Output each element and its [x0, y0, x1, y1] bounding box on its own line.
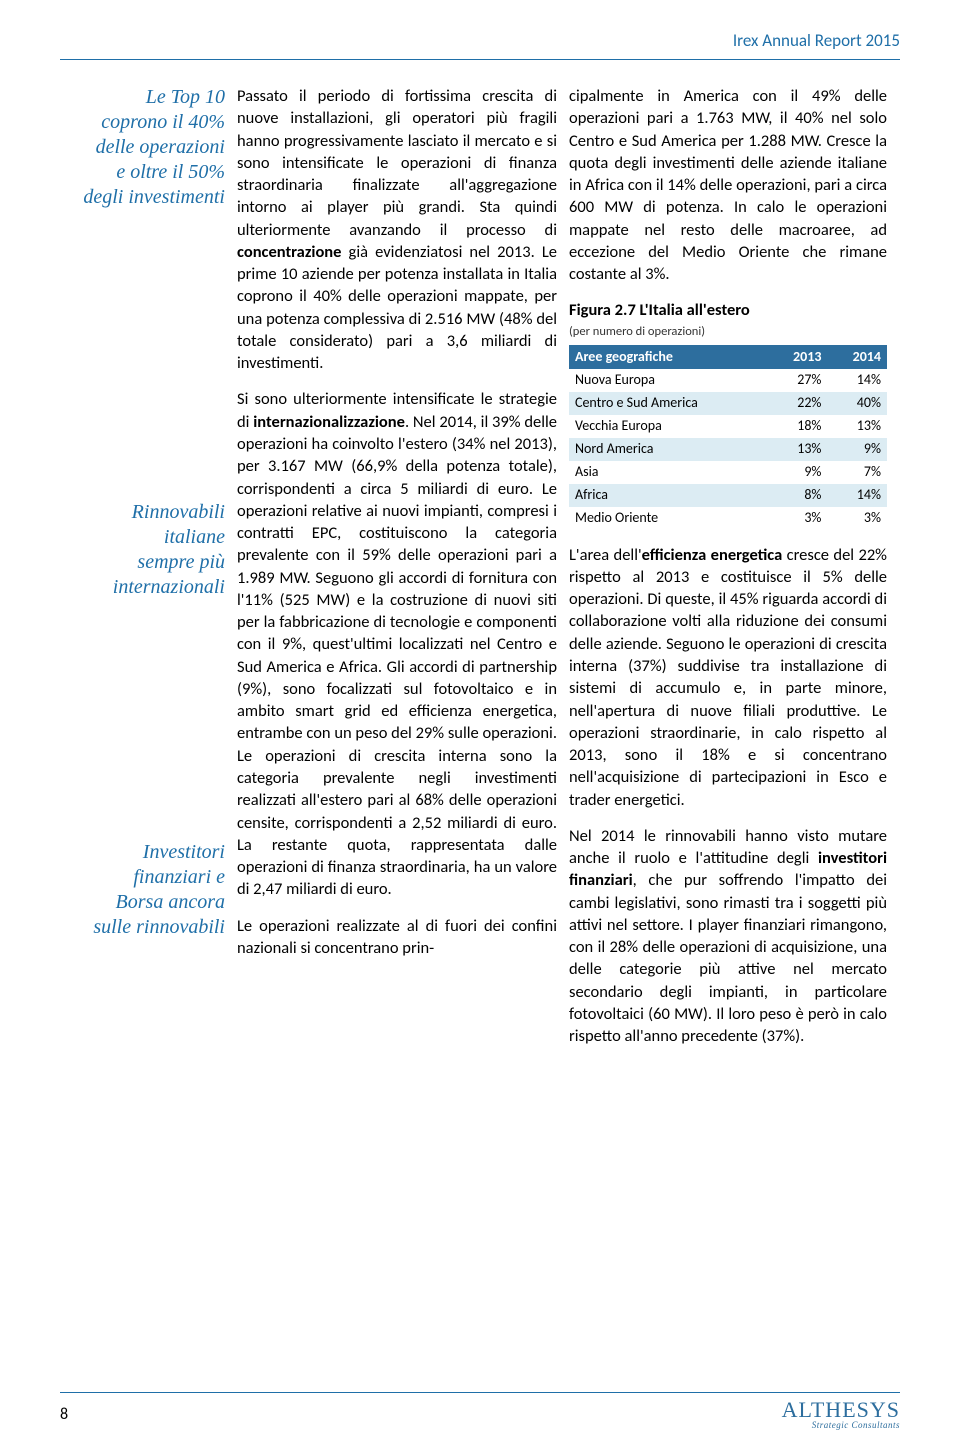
pq2-l2: italiane — [164, 526, 225, 548]
logo-main-text: ALTHESYS — [782, 1399, 900, 1421]
mid-p2c: . Nel 2014, il 39% delle operazioni ha c… — [237, 412, 557, 900]
logo-sub-text: Strategic Consultants — [782, 1421, 900, 1430]
cell-v14: 14% — [827, 484, 887, 507]
mid-para-2: Si sono ulteriormente intensificate le s… — [237, 388, 557, 900]
cell-v14: 7% — [827, 461, 887, 484]
pullquote-1: Le Top 10 coprono il 40% delle operazion… — [60, 85, 225, 210]
table-row: Nuova Europa27%14% — [569, 369, 887, 392]
table-title: Figura 2.7 L'Italia all'estero — [569, 299, 887, 321]
cell-v14: 3% — [827, 507, 887, 530]
right-para-2: L'area dell'efficienza energetica cresce… — [569, 544, 887, 811]
cell-v14: 40% — [827, 392, 887, 415]
cell-area: Medio Oriente — [569, 507, 768, 530]
pq3-l1: Investitori — [143, 841, 225, 863]
cell-v14: 14% — [827, 369, 887, 392]
cell-v13: 9% — [768, 461, 828, 484]
table-row: Asia9%7% — [569, 461, 887, 484]
pq3-l3: Borsa ancora — [116, 891, 225, 913]
cell-v13: 13% — [768, 438, 828, 461]
th-area: Aree geografiche — [569, 345, 768, 370]
th-2013: 2013 — [768, 345, 828, 370]
r-p2c: cresce del 22% rispetto al 2013 e costit… — [569, 545, 887, 810]
table-row: Centro e Sud America22%40% — [569, 392, 887, 415]
cell-v13: 3% — [768, 507, 828, 530]
pq3-l2: finanziari e — [133, 866, 225, 888]
cell-v13: 8% — [768, 484, 828, 507]
page-number: 8 — [60, 1405, 68, 1424]
pq1-l4: e oltre il 50% — [116, 161, 225, 183]
table-row: Medio Oriente3%3% — [569, 507, 887, 530]
footer-rule — [60, 1392, 900, 1393]
right-column: cipalmente in America con il 49% delle o… — [569, 85, 887, 1048]
th-2014: 2014 — [827, 345, 887, 370]
middle-column: Passato il periodo di fortissima crescit… — [237, 85, 557, 1048]
cell-area: Africa — [569, 484, 768, 507]
cell-area: Asia — [569, 461, 768, 484]
pq1-l5: degli investimenti — [83, 186, 225, 208]
cell-v14: 13% — [827, 415, 887, 438]
pq2-l1: Rinnovabili — [132, 501, 225, 523]
pq1-l1: Le Top 10 — [146, 86, 225, 108]
pullquote-2: Rinnovabili italiane sempre più internaz… — [60, 500, 225, 600]
table-header-row: Aree geografiche 2013 2014 — [569, 345, 887, 370]
cell-v13: 22% — [768, 392, 828, 415]
cell-v14: 9% — [827, 438, 887, 461]
pullquote-3: Investitori finanziari e Borsa ancora su… — [60, 840, 225, 940]
mid-p1b: concentrazione — [237, 242, 341, 262]
page-columns: Le Top 10 coprono il 40% delle operazion… — [60, 85, 900, 1048]
header-rule — [60, 59, 900, 60]
cell-area: Nord America — [569, 438, 768, 461]
pq2-l4: internazionali — [113, 576, 225, 598]
geo-table: Aree geografiche 2013 2014 Nuova Europa2… — [569, 345, 887, 530]
table-row: Vecchia Europa18%13% — [569, 415, 887, 438]
table-row: Africa8%14% — [569, 484, 887, 507]
mid-para-3: Le operazioni realizzate al di fuori dei… — [237, 915, 557, 960]
left-column: Le Top 10 coprono il 40% delle operazion… — [60, 85, 225, 1048]
pq1-l2: coprono il 40% — [101, 111, 225, 133]
r-p2a: L'area dell' — [569, 545, 642, 565]
table-subtitle: (per numero di operazioni) — [569, 324, 887, 341]
r-p3c: , che pur soffrendo l'impatto dei cambi … — [569, 870, 887, 1046]
althesys-logo: ALTHESYS Strategic Consultants — [782, 1399, 900, 1430]
right-para-1: cipalmente in America con il 49% delle o… — [569, 85, 887, 285]
report-header: Irex Annual Report 2015 — [60, 30, 900, 51]
mid-p1a: Passato il periodo di fortissima crescit… — [237, 86, 557, 240]
pq2-l3: sempre più — [137, 551, 225, 573]
cell-area: Vecchia Europa — [569, 415, 768, 438]
cell-area: Centro e Sud America — [569, 392, 768, 415]
pq3-l4: sulle rinnovabili — [93, 916, 225, 938]
right-para-3: Nel 2014 le rinnovabili hanno visto muta… — [569, 825, 887, 1048]
mid-para-1: Passato il periodo di fortissima crescit… — [237, 85, 557, 374]
cell-v13: 18% — [768, 415, 828, 438]
mid-p2b: internazionalizzazione — [253, 412, 405, 432]
pq1-l3: delle operazioni — [96, 136, 225, 158]
cell-v13: 27% — [768, 369, 828, 392]
cell-area: Nuova Europa — [569, 369, 768, 392]
page-footer: 8 ALTHESYS Strategic Consultants — [0, 1392, 960, 1430]
r-p2b: efficienza energetica — [642, 545, 783, 565]
table-row: Nord America13%9% — [569, 438, 887, 461]
